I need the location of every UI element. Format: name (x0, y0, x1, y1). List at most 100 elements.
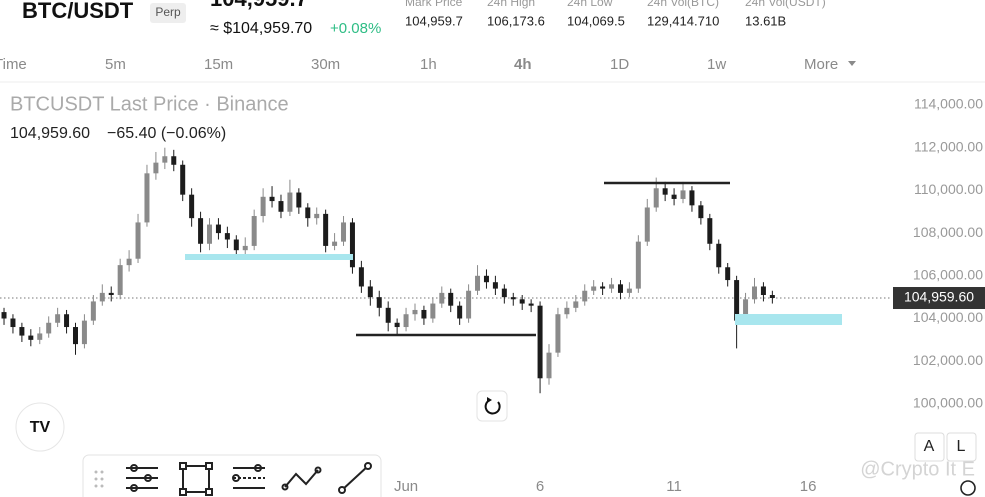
stat-label: 24h High (487, 0, 535, 9)
timeframes: Time 5m 15m 30m 1h 4h 1D 1w More (0, 56, 838, 73)
stat-label: 24h Vol(BTC) (647, 0, 719, 9)
y-tick-label: 112,000.00 (914, 138, 983, 154)
candle-body (215, 224, 221, 234)
candle-body (475, 275, 481, 291)
settings-button[interactable] (960, 480, 976, 496)
candle-body (278, 201, 284, 212)
candle-body (323, 213, 329, 246)
candle-body (591, 286, 597, 291)
timeframe[interactable]: 5m (105, 56, 126, 73)
candle-body (90, 301, 96, 321)
chart-title: BTCUSDT Last Price · Binance (10, 93, 289, 115)
reset-button[interactable] (476, 390, 508, 422)
candle-body (751, 286, 757, 300)
x-tick-label: 11 (666, 478, 682, 495)
candle-body (358, 267, 364, 287)
x-tick-label: 6 (536, 478, 544, 495)
candle-body (135, 222, 141, 259)
stat-value: 129,414.710 (647, 13, 719, 28)
zone (735, 314, 842, 325)
candle-body (734, 280, 740, 321)
candle-body (564, 307, 570, 315)
timeframe[interactable]: 30m (311, 56, 340, 73)
candle-body (653, 188, 659, 208)
candle-body (573, 301, 579, 308)
logo-button[interactable] (15, 402, 65, 452)
candle-body (305, 207, 311, 219)
candle-body (99, 292, 105, 302)
candle-body (162, 156, 168, 163)
candle-body (376, 297, 382, 308)
symbol: BTC/USDT (22, 0, 134, 23)
legend-price: 104,959.60 (10, 125, 90, 142)
candle-body (224, 233, 230, 240)
candle-body (198, 218, 204, 244)
candle-body (28, 335, 34, 340)
last-price: 104,959.7 (210, 0, 308, 11)
candle-body (81, 320, 87, 345)
timeframe[interactable]: 1D (610, 56, 629, 73)
candle-body (519, 299, 525, 304)
candle-body (671, 194, 677, 199)
stat-value: 13.61B (745, 13, 786, 28)
legend-change: −65.40 (−0.06%) (107, 125, 226, 142)
log-button[interactable] (946, 432, 977, 462)
candle-body (46, 322, 52, 334)
tool-path[interactable] (281, 466, 322, 491)
y-tick-label: 110,000.00 (914, 181, 983, 197)
timeframe[interactable]: 1w (707, 56, 726, 73)
candle-body (582, 290, 588, 302)
usd-price: ≈ $104,959.70 (210, 20, 312, 37)
candle-body (242, 245, 248, 251)
x-tick-label: Jun (394, 478, 418, 495)
candle-body (662, 188, 668, 195)
stat-value: 106,173.6 (487, 13, 545, 28)
timeframe[interactable]: Time (0, 56, 27, 73)
stat-value: 104,069.5 (567, 13, 625, 28)
candle-body (394, 322, 400, 328)
toolbar-grip (94, 470, 104, 488)
candle-body (260, 196, 266, 217)
candle-body (251, 216, 257, 246)
candle-body (19, 327, 25, 336)
candle-body (144, 173, 150, 223)
candle-body (341, 222, 347, 242)
candle-body (421, 309, 427, 319)
tool-fib[interactable] (232, 464, 265, 489)
candle-body (716, 243, 722, 268)
timeframe[interactable]: 1h (420, 56, 437, 73)
candle-body (725, 267, 731, 281)
change: +0.08% (330, 20, 381, 37)
candle-body (269, 196, 275, 202)
candle-body (367, 286, 373, 298)
log-label: L (957, 438, 966, 455)
y-tick-label: 100,000.00 (913, 395, 983, 411)
candle-body (439, 292, 445, 304)
tool-rect[interactable] (179, 462, 213, 496)
candle-body (207, 224, 213, 244)
timeframe[interactable]: 15m (204, 56, 233, 73)
candle-body (457, 305, 463, 319)
candle-body (609, 284, 615, 289)
tool-trendline[interactable] (338, 462, 372, 494)
stat-label: Mark Price (405, 0, 463, 9)
candle-body (644, 207, 650, 242)
candle-body (55, 314, 61, 323)
candle-body (72, 327, 78, 345)
candle-body (743, 299, 749, 321)
candle-body (635, 241, 641, 289)
candle-body (37, 333, 43, 340)
toolbar (82, 454, 382, 497)
y-tick-label: 114,000.00 (914, 96, 983, 112)
candle-body (233, 239, 239, 251)
candle-body (117, 265, 123, 296)
y-tick-label: 104,000.00 (913, 309, 983, 325)
auto-button[interactable] (914, 432, 945, 462)
timeframe[interactable]: 4h (514, 56, 532, 73)
tool-lines[interactable] (126, 464, 158, 492)
candle-body (448, 292, 454, 306)
candle-body (546, 352, 552, 379)
timeframe[interactable]: More (804, 56, 838, 73)
badge: Perp (155, 5, 181, 19)
candle-body (760, 286, 766, 296)
